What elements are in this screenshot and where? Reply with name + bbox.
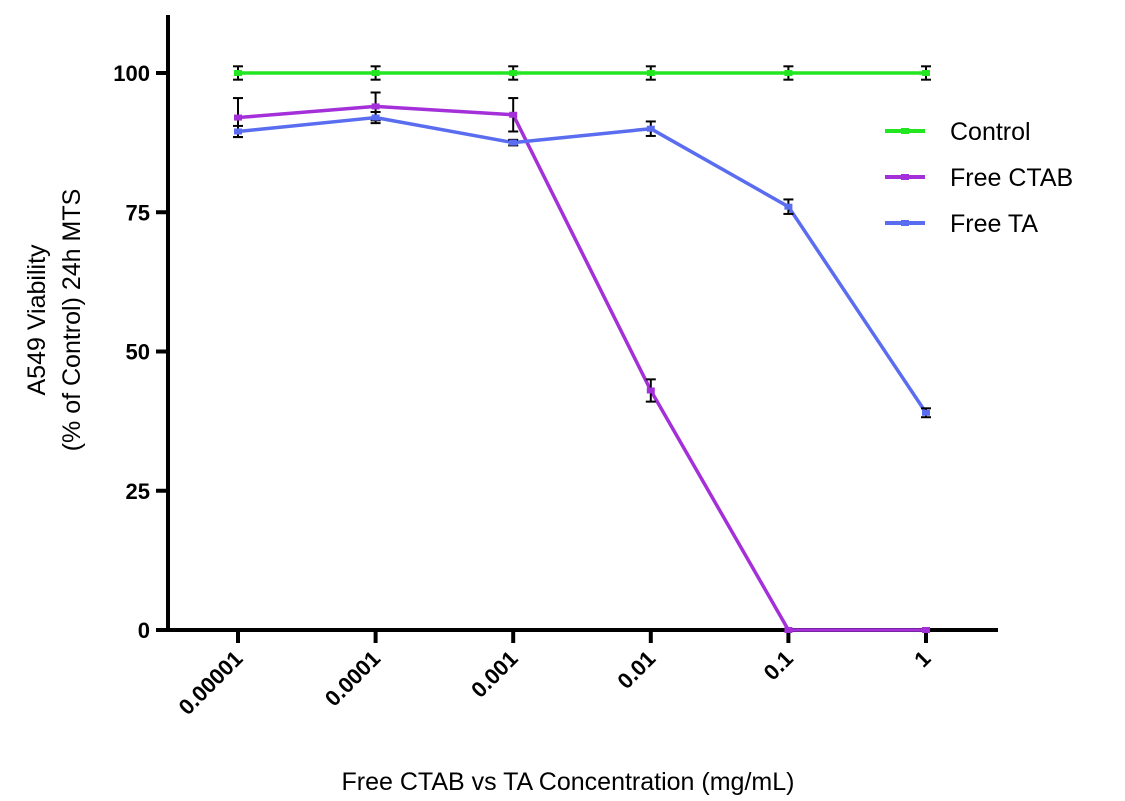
x-tick-label: 1	[909, 646, 935, 672]
legend-label: Free TA	[950, 210, 1038, 238]
series-free-ta	[233, 110, 931, 419]
legend-entry: Free TA	[885, 210, 1038, 238]
legend-marker	[901, 174, 909, 180]
data-point	[234, 70, 242, 76]
ticks: 0 25 50 75 100 0.00001 0.0001 0.001 0.01 0.1 1	[113, 61, 935, 720]
series-line	[237, 104, 926, 632]
data-point	[646, 70, 655, 76]
series-line	[237, 115, 928, 414]
x-tick-label: 0.1	[759, 646, 798, 685]
legend-marker	[901, 220, 909, 226]
data-point	[922, 409, 930, 416]
legend-marker	[901, 128, 909, 134]
data-point	[509, 70, 518, 76]
y-tick-label: 75	[126, 200, 150, 225]
legend-entry: Free CTAB	[885, 164, 1073, 192]
x-axis-title: Free CTAB vs TA Concentration (mg/mL)	[342, 768, 795, 796]
y-tick-label: 25	[126, 479, 150, 504]
legend-label: Control	[950, 118, 1031, 146]
x-tick-label: 0.00001	[174, 646, 248, 720]
data-point	[784, 70, 793, 76]
data-point	[784, 203, 793, 210]
legend-label: Free CTAB	[950, 164, 1073, 192]
x-tick-label: 0.001	[466, 646, 523, 703]
y-tick-label: 0	[138, 618, 150, 643]
data-point	[784, 627, 793, 633]
data-point	[234, 114, 242, 121]
data-point	[371, 114, 380, 121]
data-point	[371, 103, 380, 110]
series-control	[233, 65, 931, 81]
legend-entry: Control	[885, 118, 1031, 146]
x-tick-label: 0.0001	[320, 646, 385, 711]
y-axis-title-line2: (% of Control) 24h MTS	[58, 189, 86, 452]
data-point	[509, 139, 518, 146]
data-point	[922, 627, 930, 633]
legend: Control Free CTAB Free TA	[885, 118, 1073, 238]
data-point	[922, 70, 930, 76]
y-tick-label: 100	[113, 61, 150, 86]
data-point	[509, 111, 518, 118]
data-point	[371, 70, 380, 76]
x-tick-label: 0.01	[612, 646, 660, 694]
data-point	[646, 125, 655, 132]
y-axis-title-line1: A549 Viability	[23, 244, 51, 396]
data-point	[234, 128, 242, 135]
data-point	[646, 387, 655, 394]
y-tick-label: 50	[126, 340, 150, 365]
series-free-ctab	[233, 91, 930, 633]
series-layer	[233, 65, 931, 633]
axes	[166, 15, 998, 632]
